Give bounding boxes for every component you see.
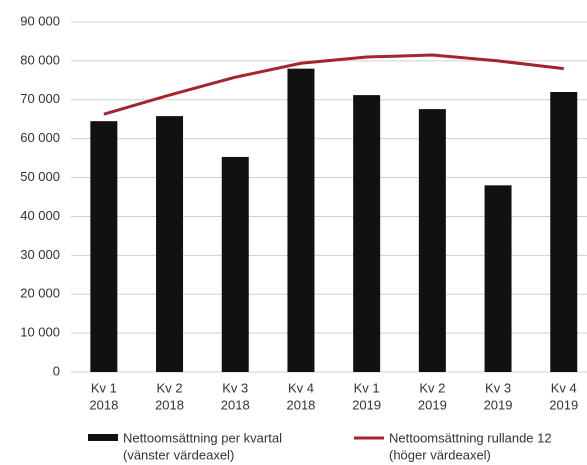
x-tick-label: 2019 bbox=[484, 397, 513, 412]
x-tick-label: Kv 1 bbox=[91, 380, 117, 395]
x-tick-label: 2019 bbox=[418, 397, 447, 412]
x-tick-label: Kv 2 bbox=[419, 380, 445, 395]
y-tick-label: 60 000 bbox=[20, 130, 60, 145]
bar bbox=[287, 68, 315, 373]
x-tick-label: 2019 bbox=[352, 397, 381, 412]
bar bbox=[418, 109, 446, 372]
y-tick-label: 80 000 bbox=[20, 52, 60, 67]
legend-note: (höger värdeaxel) bbox=[389, 447, 491, 462]
bar bbox=[550, 92, 578, 372]
legend-label: Nettoomsättning rullande 12 bbox=[389, 430, 552, 445]
bar bbox=[156, 116, 184, 372]
bar bbox=[221, 156, 249, 372]
x-tick-label: Kv 2 bbox=[157, 380, 183, 395]
legend-note: (vänster värdeaxel) bbox=[123, 447, 234, 462]
y-tick-label: 20 000 bbox=[20, 286, 60, 301]
y-tick-label: 0 bbox=[53, 363, 60, 378]
x-tick-label: Kv 3 bbox=[485, 380, 511, 395]
x-tick-label: Kv 1 bbox=[354, 380, 380, 395]
x-tick-label: 2019 bbox=[549, 397, 578, 412]
x-tick-label: Kv 3 bbox=[222, 380, 248, 395]
y-tick-label: 40 000 bbox=[20, 208, 60, 223]
legend-label: Nettoomsättning per kvartal bbox=[123, 430, 282, 445]
bar bbox=[353, 95, 381, 372]
x-tick-label: Kv 4 bbox=[551, 380, 577, 395]
y-tick-label: 70 000 bbox=[20, 91, 60, 106]
x-tick-label: 2018 bbox=[221, 397, 250, 412]
x-tick-label: 2018 bbox=[155, 397, 184, 412]
y-tick-label: 90 000 bbox=[20, 13, 60, 28]
x-tick-label: Kv 4 bbox=[288, 380, 314, 395]
x-tick-label: 2018 bbox=[89, 397, 118, 412]
legend-swatch bbox=[88, 434, 118, 441]
line bbox=[103, 53, 564, 116]
y-tick-label: 50 000 bbox=[20, 169, 60, 184]
bar bbox=[484, 185, 512, 372]
y-tick-label: 10 000 bbox=[20, 325, 60, 340]
y-tick-label: 30 000 bbox=[20, 247, 60, 262]
bar bbox=[90, 121, 118, 373]
x-tick-label: 2018 bbox=[286, 397, 315, 412]
